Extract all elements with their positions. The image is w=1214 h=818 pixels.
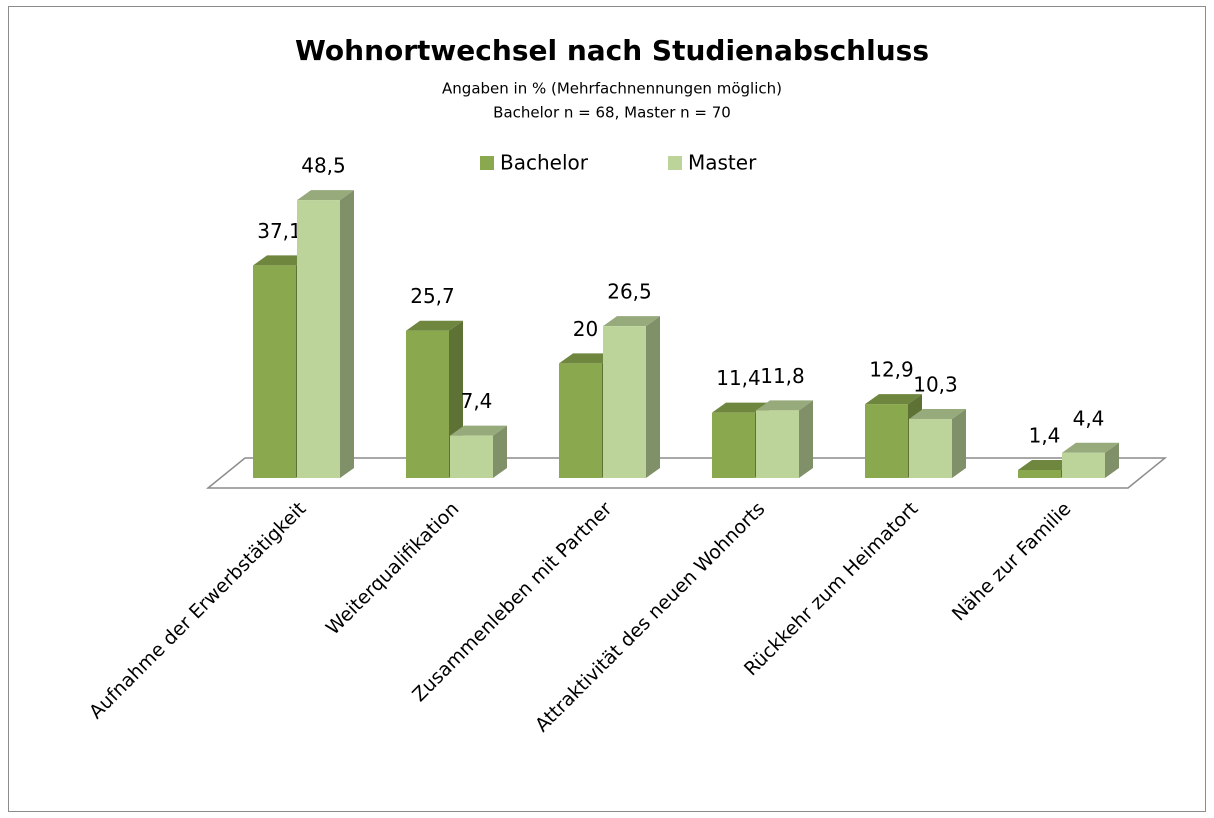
bar-top: [297, 190, 354, 201]
bar-top: [909, 408, 966, 419]
bar-front: [406, 330, 449, 478]
bar-top: [1062, 442, 1119, 453]
bar-front: [909, 418, 952, 478]
value-label: 1,4: [1029, 423, 1061, 447]
bar-front: [865, 404, 908, 478]
chart-subtitle: Bachelor n = 68, Master n = 70: [493, 104, 731, 122]
bar-top: [450, 425, 507, 436]
value-label: 11,8: [760, 364, 805, 388]
x-tick-label: Weiterqualifikation: [322, 498, 464, 640]
value-label: 37,1: [257, 219, 302, 243]
bar: [756, 400, 813, 478]
bar-side: [1105, 442, 1119, 478]
floor: [205, 457, 1168, 489]
bar: [909, 408, 966, 478]
bar: [406, 320, 463, 478]
bar-top: [712, 402, 769, 413]
bar-front: [1062, 452, 1105, 478]
x-tick-label: Rückkehr zum Heimatort: [740, 498, 922, 680]
bar-front: [559, 363, 602, 478]
bar-front: [1018, 469, 1061, 478]
value-label: 20: [573, 317, 598, 341]
bar: [1062, 442, 1119, 478]
value-label: 4,4: [1073, 406, 1105, 430]
value-label: 11,4: [716, 366, 761, 390]
bar-front: [297, 200, 340, 478]
x-tick-label: Aufnahme der Erwerbstätigkeit: [85, 498, 310, 723]
bar-top: [559, 353, 616, 364]
bar: [450, 425, 507, 478]
chart-title: Wohnortwechsel nach Studienabschluss: [295, 34, 929, 67]
chart-subtitle: Angaben in % (Mehrfachnennungen möglich): [442, 80, 782, 98]
bar-side: [952, 408, 966, 478]
bar-top: [603, 316, 660, 327]
x-tick-label: Nähe zur Familie: [948, 498, 1076, 626]
bar-side: [799, 400, 813, 478]
legend-label: Bachelor: [500, 151, 589, 175]
value-label: 12,9: [869, 358, 914, 382]
bar: [297, 190, 354, 478]
legend-swatch: [480, 156, 494, 170]
bar-front: [756, 410, 799, 478]
bar-top: [756, 400, 813, 411]
bar-side: [646, 316, 660, 478]
bar-top: [865, 394, 922, 405]
bar-front: [603, 326, 646, 478]
bar: [603, 316, 660, 478]
bar-side: [493, 425, 507, 478]
bar-side: [340, 190, 354, 478]
value-label: 48,5: [301, 154, 346, 178]
chart-border: [8, 6, 1206, 812]
value-label: 26,5: [607, 280, 652, 304]
bar-front: [712, 412, 755, 478]
bar-top: [1018, 459, 1075, 470]
value-label: 7,4: [461, 389, 493, 413]
bar-front: [253, 265, 296, 478]
bar-top: [406, 320, 463, 331]
legend-label: Master: [688, 151, 757, 175]
value-label: 25,7: [410, 284, 455, 308]
legend-swatch: [668, 156, 682, 170]
bar-top: [253, 255, 310, 266]
bar-front: [450, 435, 493, 478]
value-label: 10,3: [913, 372, 958, 396]
